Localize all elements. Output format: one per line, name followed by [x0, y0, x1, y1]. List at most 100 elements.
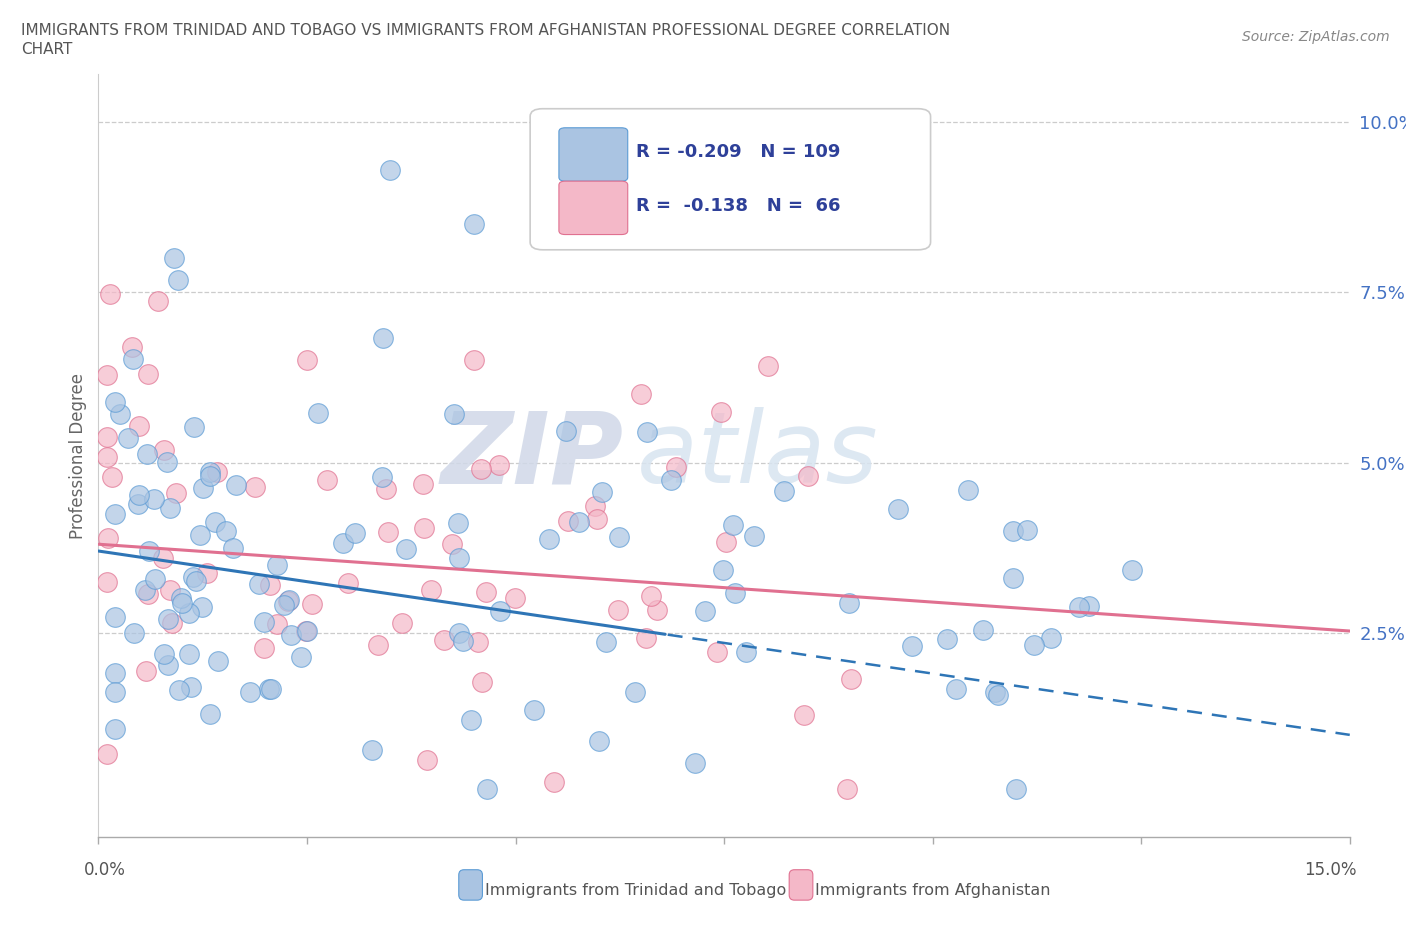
Point [443, 406, 465, 421]
Point [634, 631, 657, 645]
Point [420, 582, 443, 597]
Point [554, 424, 576, 439]
Point [97, 530, 120, 545]
Point [370, 470, 392, 485]
Point [167, 683, 190, 698]
Point [488, 458, 510, 472]
Point [724, 585, 747, 600]
Point [104, 665, 127, 680]
Point [595, 635, 617, 650]
Point [98, 286, 121, 301]
Point [695, 604, 717, 618]
Point [198, 464, 221, 479]
Point [197, 565, 219, 580]
Point [839, 671, 862, 686]
Text: IMMIGRANTS FROM TRINIDAD AND TOBAGO VS IMMIGRANTS FROM AFGHANISTAN PROFESSIONAL : IMMIGRANTS FROM TRINIDAD AND TOBAGO VS I… [21, 23, 950, 38]
Point [143, 572, 166, 587]
Point [162, 251, 184, 266]
Point [253, 640, 276, 655]
Point [332, 536, 354, 551]
Point [588, 734, 610, 749]
Point [645, 603, 668, 618]
Point [956, 483, 979, 498]
Point [441, 537, 464, 551]
Point [583, 499, 606, 514]
FancyBboxPatch shape [560, 181, 627, 234]
Point [1002, 524, 1025, 538]
Point [503, 591, 526, 605]
Point [796, 469, 818, 484]
Point [900, 638, 922, 653]
Point [180, 679, 202, 694]
Point [100, 470, 122, 485]
Point [742, 528, 765, 543]
Point [838, 596, 860, 611]
Point [734, 644, 756, 659]
Y-axis label: Professional Degree: Professional Degree [69, 373, 87, 538]
Point [188, 527, 211, 542]
Point [135, 663, 157, 678]
Point [117, 431, 139, 445]
Point [157, 658, 180, 672]
Point [607, 529, 630, 544]
Point [96, 747, 118, 762]
Point [371, 331, 394, 346]
Text: atlas: atlas [637, 407, 879, 504]
Point [104, 609, 127, 624]
Point [138, 544, 160, 559]
Point [467, 634, 489, 649]
Point [683, 756, 706, 771]
Point [170, 595, 193, 610]
Point [191, 600, 214, 615]
Text: Immigrants from Afghanistan: Immigrants from Afghanistan [815, 884, 1050, 898]
Point [96, 574, 118, 589]
Point [449, 626, 471, 641]
Point [1002, 571, 1025, 586]
Point [374, 482, 396, 497]
Point [127, 497, 149, 512]
Point [121, 339, 143, 354]
Point [198, 707, 221, 722]
Text: R = -0.209   N = 109: R = -0.209 N = 109 [637, 143, 841, 161]
Point [887, 502, 910, 517]
Point [104, 506, 127, 521]
Point [156, 455, 179, 470]
Point [243, 480, 266, 495]
Point [266, 617, 288, 631]
Point [257, 682, 280, 697]
Point [721, 518, 744, 533]
Point [280, 628, 302, 643]
Point [181, 570, 204, 585]
Point [204, 514, 226, 529]
Text: CHART: CHART [21, 42, 73, 57]
Point [152, 647, 174, 662]
Point [607, 603, 630, 618]
Point [142, 491, 165, 506]
Point [159, 583, 181, 598]
Point [177, 605, 200, 620]
Point [475, 782, 498, 797]
Point [984, 685, 1007, 700]
Point [343, 525, 366, 540]
Point [295, 352, 318, 367]
Point [104, 684, 127, 699]
Point [277, 593, 299, 608]
Point [215, 524, 238, 538]
Point [259, 578, 281, 592]
Point [316, 472, 339, 487]
Point [586, 512, 609, 526]
Point [463, 352, 485, 367]
Point [936, 631, 959, 646]
Point [135, 446, 157, 461]
Point [756, 359, 779, 374]
Point [523, 702, 546, 717]
Point [146, 293, 169, 308]
Point [307, 405, 329, 420]
Point [773, 484, 796, 498]
Point [630, 387, 652, 402]
Point [170, 591, 193, 605]
Point [624, 684, 647, 699]
Point [380, 163, 402, 178]
Point [475, 584, 498, 599]
Point [395, 541, 418, 556]
